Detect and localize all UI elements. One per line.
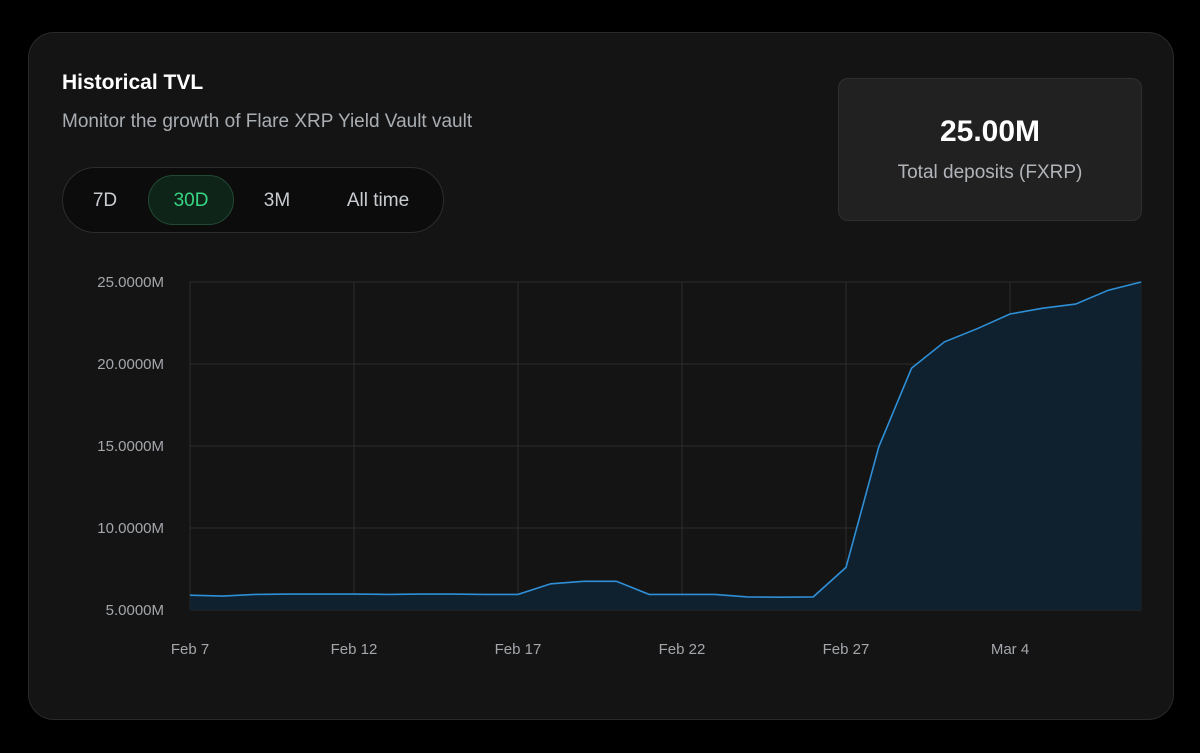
card-title: Historical TVL [62,71,204,94]
total-deposits-value: 25.00M [939,115,1041,148]
x-tick-label: Feb 22 [659,641,706,658]
range-tab-3m[interactable]: 3M [249,175,305,225]
range-tab-all-time[interactable]: All time [320,175,436,225]
total-deposits-label: Total deposits (FXRP) [897,162,1083,183]
chart-area-layer [189,281,1142,610]
range-tab-7d[interactable]: 7D [77,175,133,225]
x-tick-label: Mar 4 [991,641,1029,658]
x-tick-label: Feb 27 [823,641,870,658]
y-tick-label: 10.0000M [97,520,164,537]
x-tick-label: Feb 12 [331,641,378,658]
total-deposits-box: 25.00M Total deposits (FXRP) [838,78,1142,221]
card-subtitle: Monitor the growth of Flare XRP Yield Va… [62,111,473,132]
y-tick-label: 5.0000M [106,602,164,619]
y-tick-label: 20.0000M [97,356,164,373]
tvl-series-line [189,281,1142,599]
range-tab-30d[interactable]: 30D [148,175,234,225]
y-tick-label: 15.0000M [97,438,164,455]
tvl-area-fill [190,282,1142,610]
x-tick-label: Feb 17 [495,641,542,658]
chart-tick-labels: 5.0000M 10.0000M 15.0000M 20.0000M 25.0000M F… [97,274,1029,658]
time-range-selector: 7D 30D 3M All time [62,167,444,233]
x-tick-label: Feb 7 [171,641,209,658]
y-tick-label: 25.0000M [97,274,164,291]
